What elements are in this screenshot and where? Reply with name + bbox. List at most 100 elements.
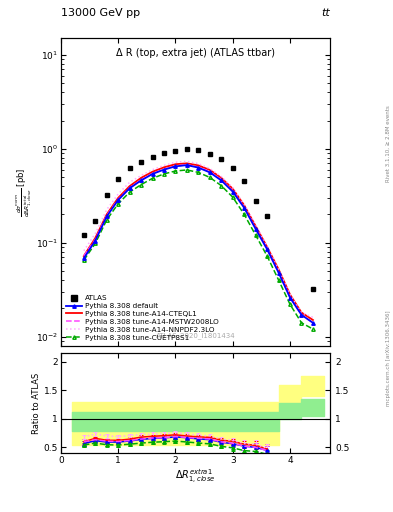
Pythia 8.308 default: [93, 238, 97, 244]
Pythia 8.308 tune-CUETP8S1: [299, 319, 304, 326]
Pythia 8.308 tune-A14-NNPDF2.3LO: [265, 243, 270, 249]
Pythia 8.308 tune-A14-NNPDF2.3LO: [310, 314, 315, 321]
Pythia 8.308 tune-A14-MSTW2008LO: [299, 312, 304, 318]
Pythia 8.308 default: [288, 294, 292, 301]
Pythia 8.308 tune-CUETP8S1: [253, 232, 258, 238]
Pythia 8.308 tune-CUETP8S1: [150, 175, 155, 181]
Pythia 8.308 tune-A14-NNPDF2.3LO: [219, 174, 224, 180]
Pythia 8.308 tune-A14-MSTW2008LO: [127, 185, 132, 191]
Pythia 8.308 tune-A14-MSTW2008LO: [139, 177, 143, 183]
Pythia 8.308 tune-CUETP8S1: [127, 189, 132, 195]
Pythia 8.308 tune-A14-NNPDF2.3LO: [230, 185, 235, 191]
Pythia 8.308 default: [105, 214, 109, 220]
ATLAS: [219, 156, 224, 162]
Pythia 8.308 tune-CUETP8S1: [276, 277, 281, 283]
Pythia 8.308 tune-A14-CTEQL1: [81, 253, 86, 259]
Y-axis label: $\frac{d\sigma^{norm}}{d\Delta R_{1,close}^{total}}$ [pb]: $\frac{d\sigma^{norm}}{d\Delta R_{1,clos…: [15, 167, 35, 217]
Pythia 8.308 default: [219, 177, 224, 183]
ATLAS: [253, 198, 258, 204]
Pythia 8.308 tune-CUETP8S1: [208, 175, 212, 181]
Pythia 8.308 tune-A14-MSTW2008LO: [288, 294, 292, 301]
Pythia 8.308 default: [127, 185, 132, 191]
Pythia 8.308 default: [208, 169, 212, 176]
Pythia 8.308 tune-A14-MSTW2008LO: [219, 177, 224, 183]
Pythia 8.308 tune-CUETP8S1: [185, 167, 189, 173]
Pythia 8.308 tune-A14-CTEQL1: [242, 202, 246, 208]
Pythia 8.308 tune-A14-CTEQL1: [196, 162, 201, 168]
ATLAS: [150, 154, 155, 160]
Pythia 8.308 tune-A14-MSTW2008LO: [116, 196, 121, 202]
Pythia 8.308 tune-A14-NNPDF2.3LO: [242, 201, 246, 207]
Y-axis label: Ratio to ATLAS: Ratio to ATLAS: [32, 373, 41, 434]
Pythia 8.308 tune-A14-MSTW2008LO: [265, 246, 270, 252]
Pythia 8.308 tune-A14-NNPDF2.3LO: [173, 159, 178, 165]
ATLAS: [242, 178, 246, 184]
Pythia 8.308 default: [253, 226, 258, 232]
Pythia 8.308 tune-A14-NNPDF2.3LO: [288, 291, 292, 297]
ATLAS: [310, 286, 315, 292]
Pythia 8.308 tune-A14-NNPDF2.3LO: [81, 248, 86, 254]
Pythia 8.308 tune-CUETP8S1: [93, 241, 97, 247]
Pythia 8.308 tune-CUETP8S1: [162, 171, 166, 177]
Pythia 8.308 default: [242, 205, 246, 211]
Pythia 8.308 tune-A14-CTEQL1: [185, 160, 189, 166]
Pythia 8.308 tune-A14-CTEQL1: [230, 186, 235, 192]
Pythia 8.308 tune-A14-MSTW2008LO: [310, 319, 315, 326]
Pythia 8.308 tune-A14-NNPDF2.3LO: [253, 222, 258, 228]
Pythia 8.308 tune-CUETP8S1: [81, 257, 86, 263]
Pythia 8.308 tune-A14-NNPDF2.3LO: [93, 230, 97, 237]
ATLAS: [208, 151, 212, 157]
Pythia 8.308 tune-A14-CTEQL1: [299, 309, 304, 315]
ATLAS: [81, 232, 86, 238]
Pythia 8.308 tune-A14-NNPDF2.3LO: [208, 165, 212, 172]
Pythia 8.308 tune-A14-CTEQL1: [139, 175, 143, 181]
Pythia 8.308 tune-A14-MSTW2008LO: [253, 226, 258, 232]
Line: Pythia 8.308 tune-A14-CTEQL1: Pythia 8.308 tune-A14-CTEQL1: [84, 163, 313, 320]
Pythia 8.308 tune-CUETP8S1: [116, 201, 121, 207]
Pythia 8.308 tune-A14-NNPDF2.3LO: [150, 166, 155, 173]
Pythia 8.308 default: [185, 162, 189, 168]
Pythia 8.308 default: [230, 188, 235, 195]
Line: ATLAS: ATLAS: [81, 146, 315, 291]
Line: Pythia 8.308 tune-A14-MSTW2008LO: Pythia 8.308 tune-A14-MSTW2008LO: [84, 165, 313, 323]
ATLAS: [185, 146, 189, 152]
Pythia 8.308 tune-A14-CTEQL1: [310, 317, 315, 323]
Pythia 8.308 tune-A14-NNPDF2.3LO: [196, 161, 201, 167]
ATLAS: [265, 214, 270, 220]
Pythia 8.308 default: [173, 163, 178, 169]
Pythia 8.308 tune-A14-NNPDF2.3LO: [299, 309, 304, 315]
Pythia 8.308 tune-A14-MSTW2008LO: [173, 163, 178, 169]
ATLAS: [230, 165, 235, 172]
Pythia 8.308 tune-A14-CTEQL1: [253, 223, 258, 229]
ATLAS: [162, 150, 166, 156]
Pythia 8.308 default: [299, 312, 304, 318]
ATLAS: [93, 218, 97, 224]
ATLAS: [116, 176, 121, 182]
X-axis label: $\Delta R_{1,close}^{extra1}$: $\Delta R_{1,close}^{extra1}$: [175, 467, 216, 486]
Pythia 8.308 tune-A14-MSTW2008LO: [81, 253, 86, 259]
Line: Pythia 8.308 default: Pythia 8.308 default: [82, 163, 315, 325]
Pythia 8.308 tune-A14-CTEQL1: [173, 161, 178, 167]
Pythia 8.308 tune-A14-CTEQL1: [116, 195, 121, 201]
Pythia 8.308 tune-A14-NNPDF2.3LO: [162, 162, 166, 168]
Pythia 8.308 tune-A14-MSTW2008LO: [93, 237, 97, 243]
Pythia 8.308 tune-A14-MSTW2008LO: [196, 164, 201, 170]
Text: ATLAS_2020_I1801434: ATLAS_2020_I1801434: [156, 333, 235, 339]
Pythia 8.308 tune-A14-MSTW2008LO: [276, 269, 281, 275]
Text: 13000 GeV pp: 13000 GeV pp: [61, 8, 140, 18]
Pythia 8.308 tune-A14-CTEQL1: [150, 168, 155, 175]
Legend: ATLAS, Pythia 8.308 default, Pythia 8.308 tune-A14-CTEQL1, Pythia 8.308 tune-A14: ATLAS, Pythia 8.308 default, Pythia 8.30…: [64, 294, 220, 342]
Pythia 8.308 tune-A14-CTEQL1: [208, 167, 212, 173]
Pythia 8.308 tune-A14-CTEQL1: [162, 164, 166, 170]
Pythia 8.308 tune-CUETP8S1: [242, 211, 246, 218]
Pythia 8.308 tune-A14-NNPDF2.3LO: [276, 266, 281, 272]
Pythia 8.308 default: [139, 177, 143, 183]
Pythia 8.308 tune-A14-MSTW2008LO: [185, 162, 189, 168]
Pythia 8.308 tune-A14-CTEQL1: [93, 235, 97, 241]
Pythia 8.308 tune-CUETP8S1: [219, 183, 224, 189]
Line: Pythia 8.308 tune-A14-NNPDF2.3LO: Pythia 8.308 tune-A14-NNPDF2.3LO: [84, 161, 313, 317]
Pythia 8.308 tune-A14-MSTW2008LO: [208, 168, 212, 175]
Pythia 8.308 tune-A14-MSTW2008LO: [162, 166, 166, 173]
ATLAS: [139, 159, 143, 165]
Pythia 8.308 tune-CUETP8S1: [173, 168, 178, 174]
